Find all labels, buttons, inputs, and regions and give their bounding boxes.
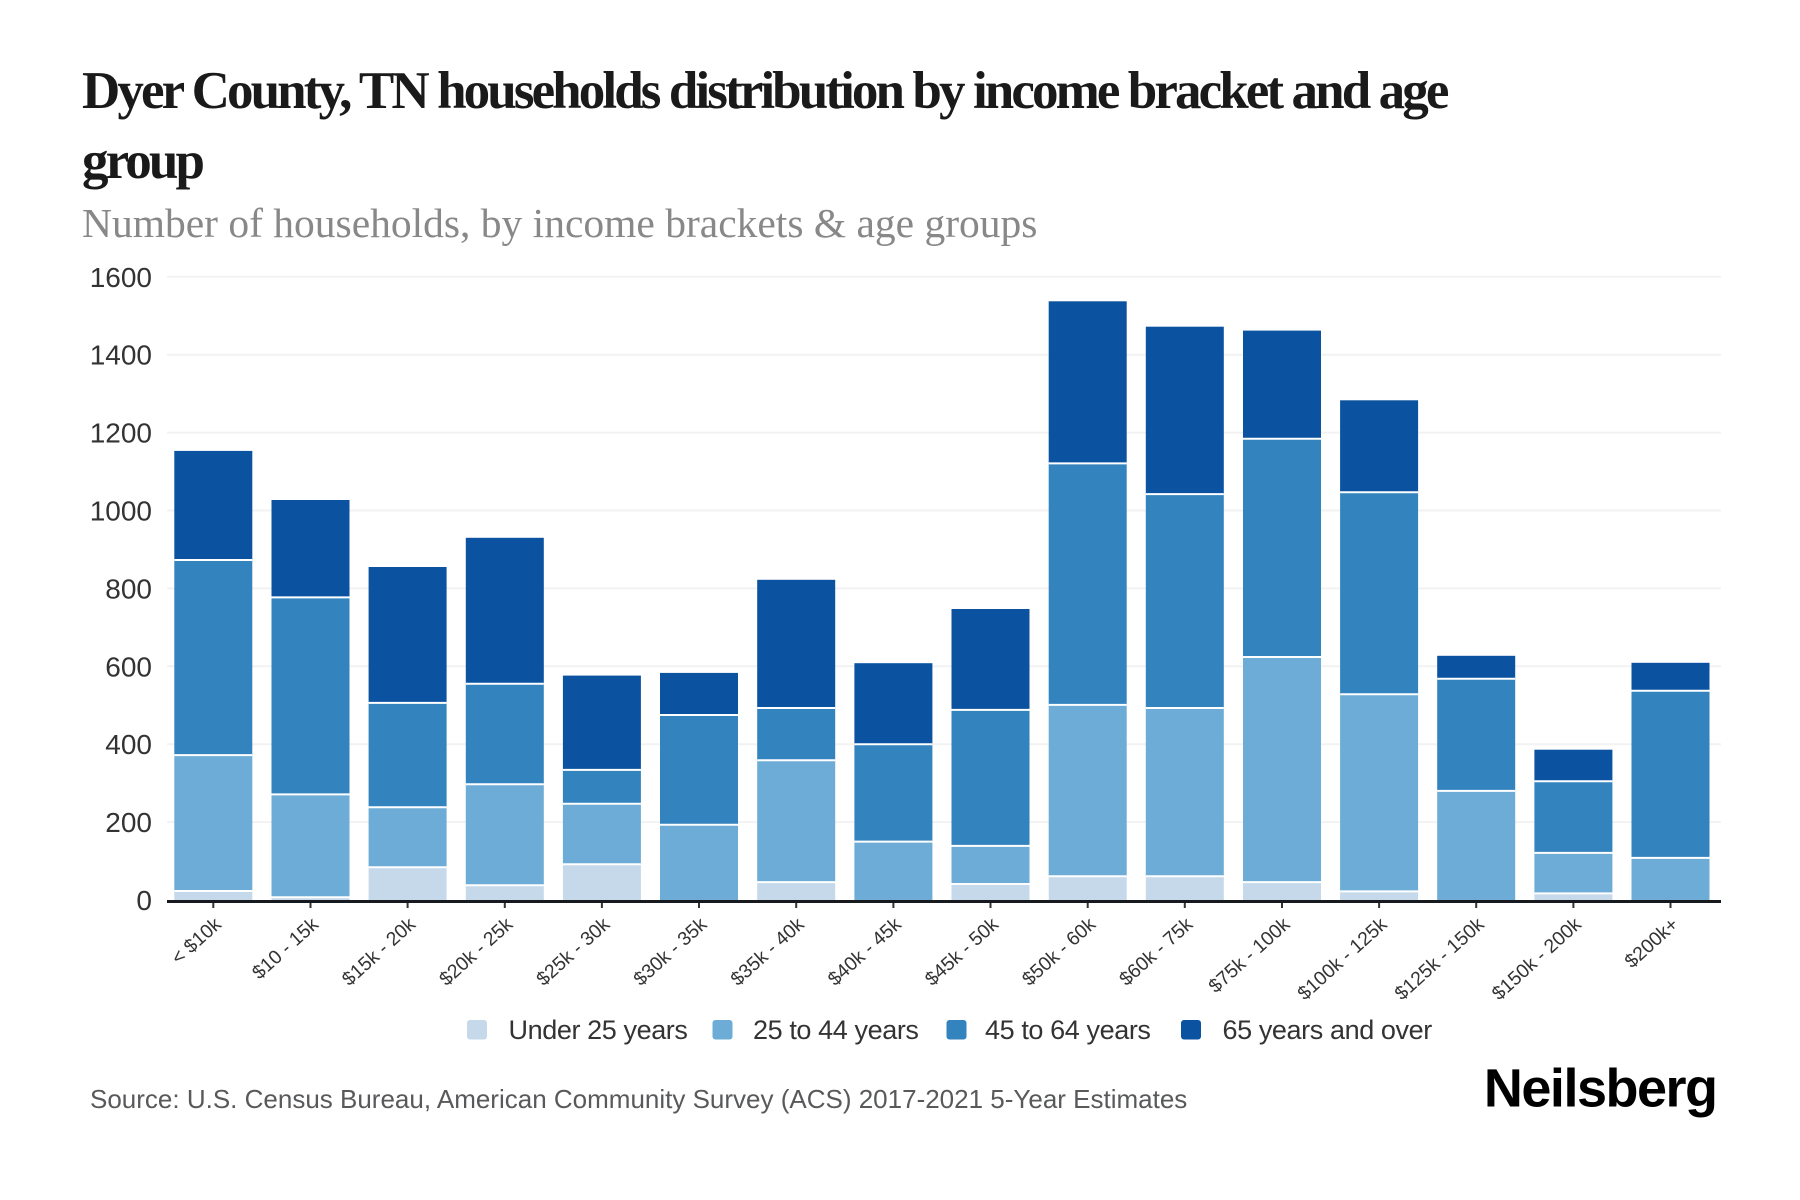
svg-text:Source: U.S. Census Bureau, Am: Source: U.S. Census Bureau, American Com… [90,1084,1187,1114]
svg-text:0: 0 [136,885,152,916]
svg-text:Dyer County, TN households dis: Dyer County, TN households distribution … [82,62,1449,120]
svg-text:Neilsberg: Neilsberg [1484,1059,1717,1119]
svg-text:1400: 1400 [90,340,152,371]
svg-text:600: 600 [105,651,152,682]
svg-text:1600: 1600 [90,262,152,293]
svg-text:200: 200 [105,807,152,838]
svg-text:45 to 64 years: 45 to 64 years [985,1015,1151,1045]
svg-text:25 to 44 years: 25 to 44 years [753,1015,919,1045]
svg-text:1000: 1000 [90,496,152,527]
svg-text:1200: 1200 [90,418,152,449]
svg-text:800: 800 [105,573,152,604]
svg-text:group: group [82,132,203,190]
svg-text:Under 25 years: Under 25 years [509,1015,688,1045]
svg-text:400: 400 [105,729,152,760]
svg-text:65 years and over: 65 years and over [1223,1015,1433,1045]
svg-text:Number of households, by incom: Number of households, by income brackets… [82,200,1037,246]
